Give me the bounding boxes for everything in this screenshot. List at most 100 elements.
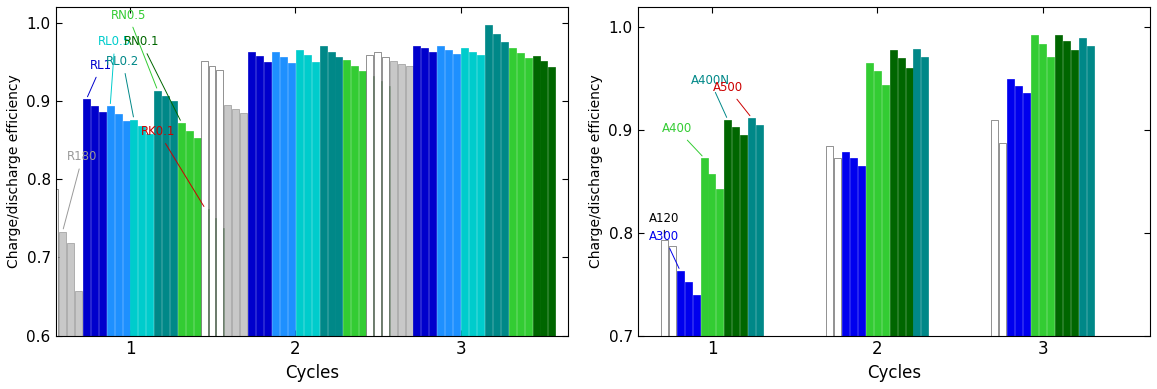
Bar — [1039, 44, 1046, 389]
Bar — [413, 46, 420, 389]
Bar — [406, 67, 413, 389]
Bar — [209, 218, 216, 389]
Bar — [319, 46, 326, 389]
Bar — [59, 231, 66, 389]
Bar — [834, 158, 841, 389]
Bar — [162, 96, 169, 389]
Bar — [661, 240, 668, 389]
Bar — [280, 57, 287, 389]
Bar — [218, 228, 224, 389]
Bar — [352, 66, 359, 389]
Bar — [914, 49, 921, 389]
Bar — [1000, 142, 1007, 389]
Bar — [1016, 86, 1023, 389]
Bar — [421, 48, 428, 389]
Y-axis label: Charge/discharge efficiency: Charge/discharge efficiency — [7, 74, 21, 268]
Bar — [1023, 93, 1030, 389]
Bar — [296, 50, 303, 389]
Bar — [874, 71, 880, 389]
Bar — [186, 131, 193, 389]
X-axis label: Cycles: Cycles — [867, 364, 921, 382]
Bar — [51, 189, 58, 389]
Bar — [1078, 38, 1085, 389]
Bar — [842, 152, 849, 389]
Bar — [454, 54, 460, 389]
Bar — [524, 58, 531, 389]
Bar — [311, 62, 318, 389]
Bar — [724, 120, 731, 389]
Bar — [398, 64, 405, 389]
Bar — [382, 57, 389, 389]
Bar — [517, 53, 524, 389]
Bar — [390, 61, 397, 389]
Bar — [366, 56, 373, 389]
Text: A120: A120 — [649, 212, 679, 237]
Bar — [272, 52, 279, 389]
Bar — [685, 282, 692, 389]
Bar — [75, 291, 82, 389]
Bar — [327, 52, 334, 389]
Text: RN0.5: RN0.5 — [111, 9, 156, 88]
Bar — [178, 123, 185, 389]
Bar — [249, 52, 256, 389]
Bar — [1071, 50, 1078, 389]
Bar — [139, 126, 146, 389]
Text: A400: A400 — [662, 123, 702, 156]
Bar — [890, 50, 897, 389]
Bar — [826, 145, 833, 389]
Bar — [83, 99, 90, 389]
Bar — [146, 134, 154, 389]
Bar — [992, 120, 998, 389]
Text: RL0.5: RL0.5 — [98, 35, 132, 103]
Bar — [858, 166, 865, 389]
Bar — [898, 58, 905, 389]
Bar — [732, 127, 739, 389]
Bar — [304, 56, 311, 389]
Bar — [241, 113, 248, 389]
Bar — [98, 112, 105, 389]
Bar — [288, 63, 295, 389]
Bar — [756, 125, 764, 389]
Bar — [882, 85, 889, 389]
Bar — [344, 60, 351, 389]
Bar — [233, 109, 239, 389]
Bar — [264, 62, 271, 389]
X-axis label: Cycles: Cycles — [285, 364, 339, 382]
Bar — [493, 33, 500, 389]
Bar — [106, 106, 113, 389]
Bar — [693, 294, 700, 389]
Bar — [700, 158, 708, 389]
Bar — [201, 209, 209, 389]
Bar — [921, 57, 928, 389]
Bar — [115, 114, 121, 389]
Bar — [708, 174, 715, 389]
Text: A300: A300 — [649, 230, 679, 268]
Bar — [740, 135, 747, 389]
Bar — [906, 68, 913, 389]
Text: R180: R180 — [64, 151, 97, 229]
Text: RN0.1: RN0.1 — [124, 35, 180, 120]
Bar — [1008, 79, 1015, 389]
Bar — [677, 271, 684, 389]
Bar — [716, 189, 723, 389]
Bar — [131, 120, 138, 389]
Bar — [437, 46, 444, 389]
Bar — [90, 106, 98, 389]
Bar — [375, 81, 382, 389]
Bar — [154, 91, 161, 389]
Bar — [383, 86, 390, 389]
Bar — [532, 56, 539, 389]
Text: RK0.1: RK0.1 — [141, 125, 204, 207]
Bar — [200, 61, 207, 389]
Bar — [35, 177, 43, 389]
Bar — [548, 67, 555, 389]
Y-axis label: Charge/discharge efficiency: Charge/discharge efficiency — [589, 74, 603, 268]
Bar — [669, 246, 676, 389]
Bar — [336, 57, 342, 389]
Text: A500: A500 — [713, 81, 750, 116]
Bar — [1086, 46, 1093, 389]
Bar — [1047, 57, 1054, 389]
Bar — [256, 56, 263, 389]
Bar — [1063, 41, 1070, 389]
Bar — [123, 121, 130, 389]
